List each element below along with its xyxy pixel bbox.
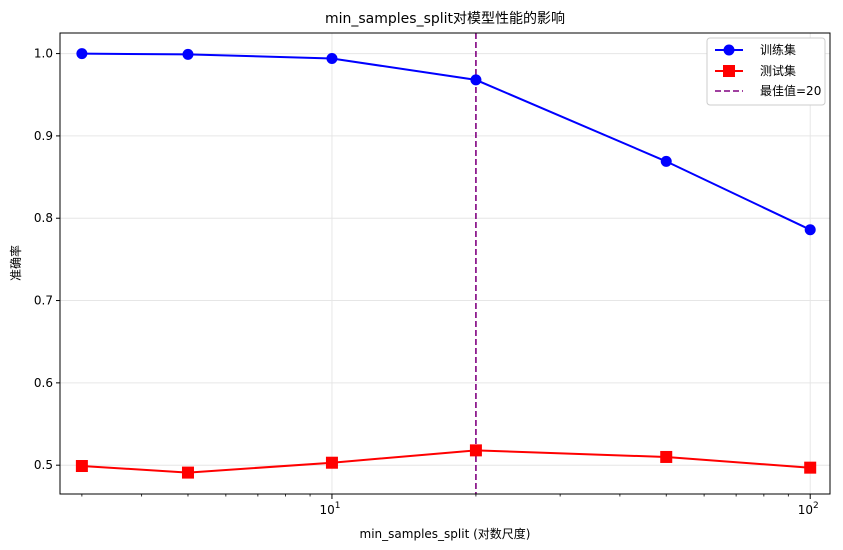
- data-point-square: [469, 444, 482, 457]
- data-point-circle: [76, 48, 88, 60]
- y-tick-label: 0.5: [34, 458, 53, 472]
- grid-layer: [60, 33, 830, 494]
- legend-label: 训练集: [760, 42, 796, 57]
- x-tick-exponent: 1: [335, 501, 341, 511]
- legend-marker-square: [723, 65, 735, 77]
- legend-label: 测试集: [760, 63, 796, 78]
- series-layer: [75, 33, 817, 494]
- data-point-square: [660, 450, 673, 463]
- data-point-circle: [660, 155, 672, 167]
- legend-frame: [706, 37, 826, 106]
- legend-marker-circle: [723, 44, 735, 56]
- y-axis-label: 准确率: [8, 245, 23, 281]
- y-tick-label: 0.7: [34, 294, 53, 308]
- y-tick-label: 1.0: [34, 47, 53, 61]
- data-point-circle: [470, 74, 482, 86]
- x-axis-label: min_samples_split (对数尺度): [360, 526, 531, 541]
- data-point-square: [75, 460, 88, 473]
- data-point-square: [181, 466, 194, 479]
- x-tick-label: 101: [319, 501, 340, 517]
- series-line-0: [81, 52, 811, 231]
- data-point-square: [804, 461, 817, 474]
- data-point-circle: [804, 224, 816, 236]
- x-tick-exponent: 2: [813, 501, 819, 511]
- y-tick-label: 0.9: [34, 129, 53, 143]
- plot-frame: [59, 32, 831, 495]
- x-tick-label: 102: [798, 501, 819, 517]
- legend-label: 最佳值=20: [760, 83, 821, 98]
- x-tick-base: 10: [319, 503, 334, 517]
- data-point-circle: [182, 48, 194, 60]
- y-tick-label: 0.8: [34, 211, 53, 225]
- x-tick-base: 10: [798, 503, 813, 517]
- series-line-1: [81, 449, 811, 474]
- y-tick-label: 0.6: [34, 376, 53, 390]
- data-point-square: [325, 456, 338, 469]
- chart-title: min_samples_split对模型性能的影响: [325, 11, 565, 27]
- data-point-circle: [326, 53, 338, 65]
